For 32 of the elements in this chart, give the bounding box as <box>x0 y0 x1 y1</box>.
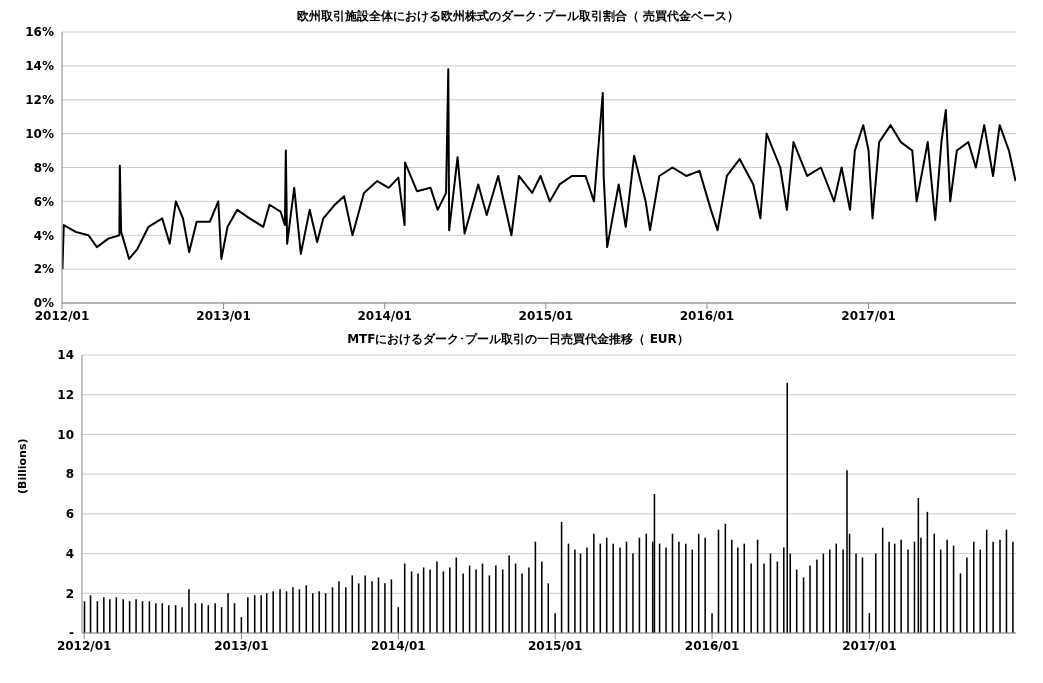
x-tick-label: 2012/01 <box>56 638 112 653</box>
y-tick-label: 6 <box>65 507 74 522</box>
x-tick-label: 2017/01 <box>842 638 897 653</box>
y-tick-label: 6% <box>33 194 54 209</box>
x-tick-label: 2017/01 <box>841 308 896 323</box>
y-tick-label: 8 <box>65 467 74 482</box>
y-tick-label: 2% <box>33 262 54 277</box>
y-axis-title: (Billions) <box>15 438 29 494</box>
x-tick-label: 2013/01 <box>214 638 269 653</box>
x-tick-label: 2016/01 <box>679 308 735 323</box>
y-tick-label: 12% <box>25 93 54 108</box>
x-tick-label: 2013/01 <box>196 308 251 323</box>
y-tick-label: 8% <box>33 160 54 175</box>
y-tick-label: 0% <box>33 296 54 311</box>
x-tick-label: 2012/01 <box>34 308 90 323</box>
x-tick-label: 2016/01 <box>684 638 740 653</box>
x-tick-label: 2014/01 <box>371 638 426 653</box>
chart-title: MTFにおけるダーク･プール取引の一日売買代金推移（ EUR） <box>346 331 690 348</box>
x-tick-label: 2015/01 <box>518 308 574 323</box>
y-tick-label: 4% <box>33 228 54 243</box>
x-tick-label: 2014/01 <box>357 308 412 323</box>
y-tick-label: 12 <box>57 387 74 402</box>
y-tick-label: 14 <box>57 348 74 363</box>
y-tick-label: 10 <box>57 427 74 442</box>
y-tick-label: 14% <box>25 59 54 74</box>
chart-title: 欧州取引施設全体における欧州株式のダーク･プール取引割合（ 売買代金ベース） <box>295 8 741 25</box>
y-tick-label: - <box>69 626 75 641</box>
y-tick-label: 4 <box>65 546 74 561</box>
y-tick-label: 2 <box>65 586 74 601</box>
y-tick-label: 10% <box>25 126 54 141</box>
x-tick-label: 2015/01 <box>527 638 583 653</box>
y-tick-label: 16% <box>25 25 54 40</box>
